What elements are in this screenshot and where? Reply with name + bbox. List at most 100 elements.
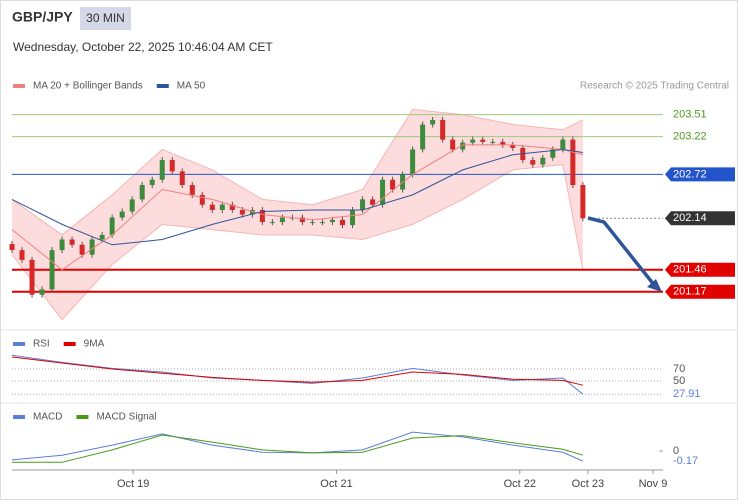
level-label-box: [665, 284, 735, 299]
candle-body: [59, 239, 65, 251]
candle-body: [350, 209, 356, 226]
legend-label: MA 20 + Bollinger Bands: [33, 81, 143, 92]
level-label-box: [665, 262, 735, 277]
candle-body: [89, 239, 95, 255]
timeframe-box: [80, 7, 131, 30]
candle-body: [119, 211, 125, 218]
candle-body: [99, 234, 105, 240]
bollinger-lower: [11, 164, 584, 321]
level-label: 203.22: [673, 131, 707, 143]
level-label: 202.14: [673, 212, 707, 224]
candle-body: [450, 139, 456, 150]
candle-body: [39, 289, 45, 295]
y-tick-label: 0: [673, 445, 679, 457]
legend-swatch: [63, 342, 76, 346]
x-tick-label: Oct 19: [117, 478, 149, 490]
bollinger-fill: [12, 109, 583, 320]
candle-body: [189, 185, 195, 195]
candle-body: [9, 244, 15, 251]
candle-body: [530, 160, 536, 165]
y-tick-label: 27.91: [673, 388, 701, 400]
candle-body: [460, 142, 466, 150]
level-label: 201.46: [673, 264, 707, 276]
legend-label: MA 50: [177, 81, 206, 92]
candle-body: [490, 141, 496, 143]
candle-body: [209, 204, 215, 210]
candle-body: [259, 209, 265, 223]
candle-body: [510, 144, 516, 148]
indicator-line: [11, 356, 583, 386]
candle-body: [49, 250, 55, 290]
x-tick-label: Oct 23: [572, 478, 604, 490]
candle-body: [309, 222, 315, 224]
legend-swatch: [13, 342, 25, 346]
legend-swatch: [156, 84, 169, 88]
level-label-box: [665, 211, 735, 226]
legend-swatch: [13, 84, 25, 88]
forecast-arrow: [587, 216, 657, 288]
candle-body: [69, 239, 75, 245]
level-label: 202.72: [673, 168, 707, 180]
candle-body: [360, 199, 366, 210]
candle-body: [420, 124, 426, 150]
ma50-line: [11, 148, 583, 246]
level-label: 201.17: [673, 286, 707, 298]
candle-body: [169, 160, 175, 172]
indicator-line: [12, 434, 584, 463]
y-tick-label: 70: [673, 363, 685, 375]
candle-body: [430, 119, 436, 125]
x-tick-label: Nov 9: [639, 478, 668, 490]
y-tick-label: 50: [673, 375, 685, 387]
bollinger-upper: [11, 108, 584, 236]
candle-body: [540, 157, 546, 165]
candle-body: [239, 209, 245, 215]
candle-body: [340, 219, 346, 226]
candle-body: [299, 217, 305, 223]
candle-body: [319, 222, 325, 224]
legend-swatch: [13, 415, 25, 419]
x-tick-label: Oct 21: [320, 478, 352, 490]
credit: Research © 2025 Trading Central: [580, 81, 729, 92]
legend-label: MACD: [33, 412, 62, 423]
candle-body: [129, 199, 135, 212]
timeframe: 30 MIN: [86, 11, 125, 25]
level-label-box: [665, 167, 735, 182]
candle-body: [550, 149, 556, 158]
y-tick-label: -0.17: [673, 455, 698, 467]
candle-body: [139, 185, 145, 200]
candle-body: [380, 179, 386, 205]
candle-body: [229, 204, 235, 210]
candle-body: [269, 222, 275, 224]
candle-body: [109, 217, 115, 235]
candle-body: [149, 179, 155, 186]
candle-body: [19, 250, 25, 260]
legend-swatch: [76, 415, 89, 419]
candle-body: [370, 199, 376, 205]
candle-body: [480, 139, 486, 142]
x-tick-label: Oct 22: [504, 478, 536, 490]
candle-body: [29, 259, 35, 295]
candle-body: [410, 149, 416, 175]
candle-body: [390, 179, 396, 190]
candle-body: [159, 160, 165, 180]
forecast-arrow-head: [647, 279, 662, 292]
candle-body: [470, 139, 476, 143]
candle-body: [179, 171, 185, 186]
candle-body: [580, 185, 586, 219]
level-label: 203.51: [673, 109, 707, 121]
candle-body: [79, 244, 85, 255]
legend-label: 9MA: [84, 339, 105, 350]
candle-body: [219, 204, 225, 210]
candle-body: [570, 139, 576, 186]
legend-label: MACD Signal: [96, 412, 156, 423]
candle-body: [329, 219, 335, 223]
candle-body: [279, 217, 285, 223]
symbol: GBP/JPY: [12, 9, 73, 25]
ma20-line: [11, 144, 584, 271]
legend-label: RSI: [33, 339, 50, 350]
datetime: Wednesday, October 22, 2025 10:46:04 AM …: [13, 40, 273, 54]
candle-body: [249, 209, 255, 215]
candle-body: [500, 141, 506, 145]
candle-body: [560, 139, 566, 150]
